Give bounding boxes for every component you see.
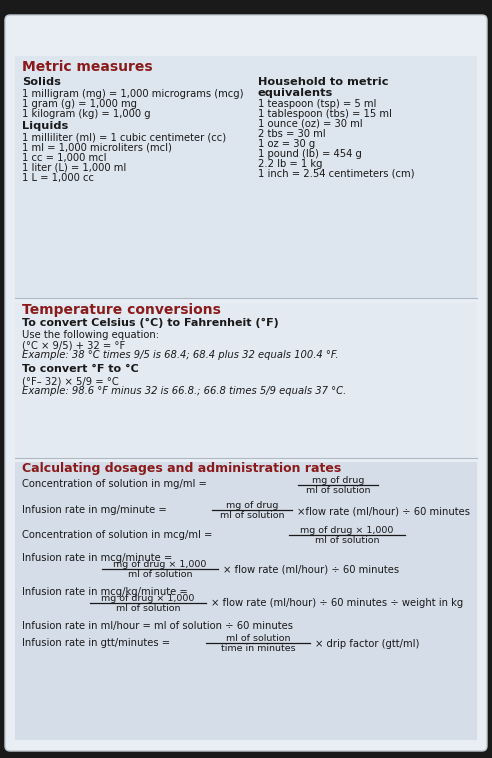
Text: mg of drug × 1,000: mg of drug × 1,000 — [113, 560, 207, 569]
Text: Temperature conversions: Temperature conversions — [22, 303, 221, 317]
Text: 2.2 lb = 1 kg: 2.2 lb = 1 kg — [258, 159, 322, 169]
Text: mg of drug × 1,000: mg of drug × 1,000 — [300, 526, 394, 535]
Text: Solids: Solids — [22, 77, 61, 87]
Text: 1 milligram (mg) = 1,000 micrograms (mcg): 1 milligram (mg) = 1,000 micrograms (mcg… — [22, 89, 244, 99]
Text: 1 tablespoon (tbs) = 15 ml: 1 tablespoon (tbs) = 15 ml — [258, 109, 392, 119]
Text: mg of drug: mg of drug — [226, 501, 278, 510]
Text: × flow rate (ml/hour) ÷ 60 minutes: × flow rate (ml/hour) ÷ 60 minutes — [223, 564, 399, 574]
Text: 1 kilogram (kg) = 1,000 g: 1 kilogram (kg) = 1,000 g — [22, 109, 151, 119]
Text: mg of drug × 1,000: mg of drug × 1,000 — [101, 594, 195, 603]
Text: Household to metric: Household to metric — [258, 77, 389, 87]
Text: time in minutes: time in minutes — [221, 644, 295, 653]
Text: Calculating dosages and administration rates: Calculating dosages and administration r… — [22, 462, 341, 475]
Text: Use the following equation:: Use the following equation: — [22, 330, 159, 340]
Text: 1 oz = 30 g: 1 oz = 30 g — [258, 139, 315, 149]
Text: (°F– 32) × 5/9 = °C: (°F– 32) × 5/9 = °C — [22, 376, 119, 386]
Text: ml of solution: ml of solution — [128, 570, 192, 579]
Bar — [15, 56, 477, 298]
Text: Infusion rate in mg/minute =: Infusion rate in mg/minute = — [22, 505, 170, 515]
Text: 1 milliliter (ml) = 1 cubic centimeter (cc): 1 milliliter (ml) = 1 cubic centimeter (… — [22, 133, 226, 143]
Text: 1 L = 1,000 cc: 1 L = 1,000 cc — [22, 173, 94, 183]
Text: 1 gram (g) = 1,000 mg: 1 gram (g) = 1,000 mg — [22, 99, 137, 109]
Text: ml of solution: ml of solution — [116, 604, 180, 613]
Text: 1 teaspoon (tsp) = 5 ml: 1 teaspoon (tsp) = 5 ml — [258, 99, 376, 109]
Text: Example: 98.6 °F minus 32 is 66.8.; 66.8 times 5/9 equals 37 °C.: Example: 98.6 °F minus 32 is 66.8.; 66.8… — [22, 386, 346, 396]
Bar — [15, 303, 477, 458]
Text: Infusion rate in ml/hour = ml of solution ÷ 60 minutes: Infusion rate in ml/hour = ml of solutio… — [22, 621, 293, 631]
Text: Liquids: Liquids — [22, 121, 68, 131]
Text: ml of solution: ml of solution — [315, 536, 379, 545]
Text: Example: 38 °C times 9/5 is 68.4; 68.4 plus 32 equals 100.4 °F.: Example: 38 °C times 9/5 is 68.4; 68.4 p… — [22, 350, 338, 360]
Text: To convert °F to °C: To convert °F to °C — [22, 364, 139, 374]
Text: ml of solution: ml of solution — [306, 486, 370, 495]
Text: mg of drug: mg of drug — [312, 476, 364, 485]
Text: 1 liter (L) = 1,000 ml: 1 liter (L) = 1,000 ml — [22, 163, 126, 173]
Text: Infusion rate in mcg/minute =: Infusion rate in mcg/minute = — [22, 553, 172, 563]
Text: Infusion rate in mcg/kg/minute =: Infusion rate in mcg/kg/minute = — [22, 587, 188, 597]
Text: (°C × 9/5) + 32 = °F: (°C × 9/5) + 32 = °F — [22, 340, 125, 350]
FancyBboxPatch shape — [5, 15, 487, 751]
Text: To convert Celsius (°C) to Fahrenheit (°F): To convert Celsius (°C) to Fahrenheit (°… — [22, 318, 279, 328]
Bar — [15, 462, 477, 740]
Text: × drip factor (gtt/ml): × drip factor (gtt/ml) — [315, 639, 419, 649]
Text: 2 tbs = 30 ml: 2 tbs = 30 ml — [258, 129, 326, 139]
Text: equivalents: equivalents — [258, 88, 333, 98]
Text: ×flow rate (ml/hour) ÷ 60 minutes: ×flow rate (ml/hour) ÷ 60 minutes — [297, 506, 470, 516]
Text: Infusion rate in gtt/minutes =: Infusion rate in gtt/minutes = — [22, 638, 173, 648]
Text: ml of solution: ml of solution — [226, 634, 290, 643]
Text: Concentration of solution in mg/ml =: Concentration of solution in mg/ml = — [22, 479, 210, 489]
Text: Metric measures: Metric measures — [22, 60, 153, 74]
Text: 1 cc = 1,000 mcl: 1 cc = 1,000 mcl — [22, 153, 106, 163]
Text: 1 ounce (oz) = 30 ml: 1 ounce (oz) = 30 ml — [258, 119, 363, 129]
Text: ml of solution: ml of solution — [220, 511, 284, 520]
Text: × flow rate (ml/hour) ÷ 60 minutes ÷ weight in kg: × flow rate (ml/hour) ÷ 60 minutes ÷ wei… — [211, 598, 463, 608]
Text: 1 ml = 1,000 microliters (mcl): 1 ml = 1,000 microliters (mcl) — [22, 143, 172, 153]
Text: 1 pound (lb) = 454 g: 1 pound (lb) = 454 g — [258, 149, 362, 159]
Text: 1 inch = 2.54 centimeters (cm): 1 inch = 2.54 centimeters (cm) — [258, 169, 414, 179]
Text: Concentration of solution in mcg/ml =: Concentration of solution in mcg/ml = — [22, 530, 215, 540]
